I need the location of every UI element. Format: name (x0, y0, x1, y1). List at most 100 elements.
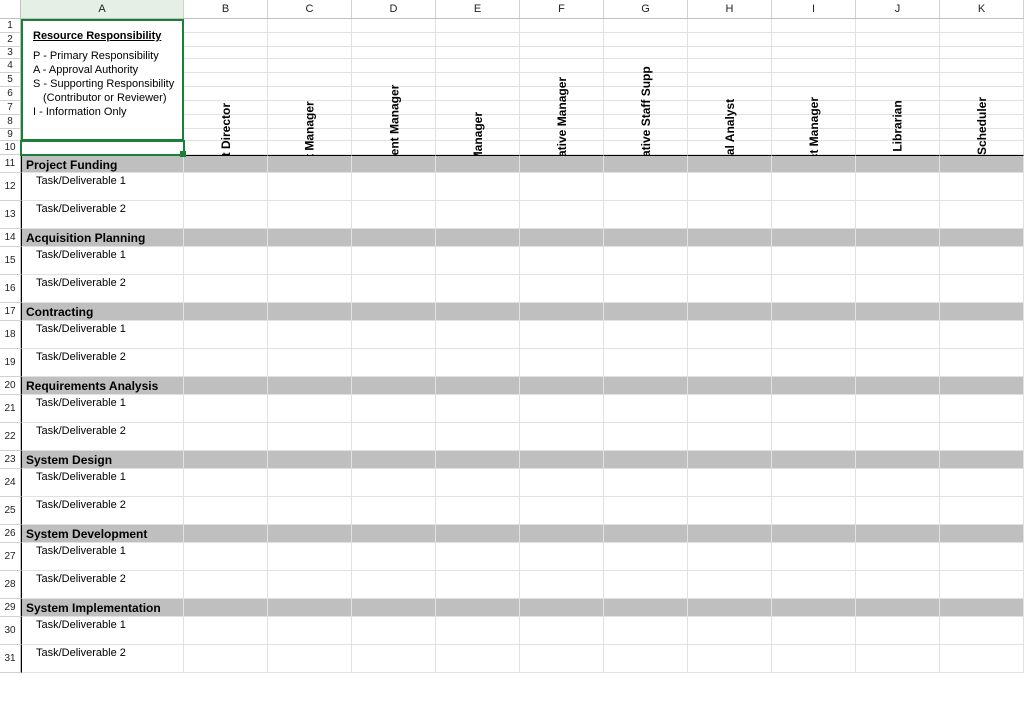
matrix-cell[interactable] (940, 423, 1024, 451)
section-cell[interactable] (520, 229, 604, 247)
task-cell[interactable]: Task/Deliverable 1 (21, 395, 184, 423)
row-header-10[interactable]: 10 (0, 141, 21, 155)
cell[interactable] (21, 59, 184, 73)
section-header[interactable]: System Design (21, 451, 184, 469)
section-header[interactable]: Contracting (21, 303, 184, 321)
column-header-E[interactable]: E (436, 0, 520, 18)
column-header-G[interactable]: G (604, 0, 688, 18)
section-cell[interactable] (268, 229, 352, 247)
matrix-cell[interactable] (268, 247, 352, 275)
role-header[interactable]: Financial Analyst (688, 19, 772, 155)
matrix-cell[interactable] (184, 173, 268, 201)
section-cell[interactable] (352, 377, 436, 395)
section-cell[interactable] (940, 377, 1024, 395)
matrix-cell[interactable] (520, 543, 604, 571)
matrix-cell[interactable] (688, 469, 772, 497)
matrix-cell[interactable] (856, 275, 940, 303)
matrix-cell[interactable] (856, 571, 940, 599)
matrix-cell[interactable] (520, 395, 604, 423)
row-header-26[interactable]: 26 (0, 525, 21, 543)
section-cell[interactable] (436, 155, 520, 173)
section-cell[interactable] (520, 599, 604, 617)
matrix-cell[interactable] (772, 395, 856, 423)
section-cell[interactable] (352, 599, 436, 617)
matrix-cell[interactable] (436, 423, 520, 451)
matrix-cell[interactable] (856, 201, 940, 229)
matrix-cell[interactable] (772, 423, 856, 451)
row-header-14[interactable]: 14 (0, 229, 21, 247)
cell[interactable] (21, 141, 184, 155)
matrix-cell[interactable] (604, 617, 688, 645)
matrix-cell[interactable] (940, 247, 1024, 275)
matrix-cell[interactable] (520, 571, 604, 599)
matrix-cell[interactable] (520, 247, 604, 275)
row-header-4[interactable]: 4 (0, 59, 21, 73)
matrix-cell[interactable] (184, 543, 268, 571)
matrix-cell[interactable] (856, 395, 940, 423)
matrix-cell[interactable] (352, 617, 436, 645)
matrix-cell[interactable] (268, 321, 352, 349)
matrix-cell[interactable] (940, 173, 1024, 201)
matrix-cell[interactable] (604, 497, 688, 525)
row-header-21[interactable]: 21 (0, 395, 21, 423)
section-cell[interactable] (604, 525, 688, 543)
matrix-cell[interactable] (688, 571, 772, 599)
matrix-cell[interactable] (436, 349, 520, 377)
section-cell[interactable] (184, 303, 268, 321)
cell[interactable] (21, 101, 184, 115)
matrix-cell[interactable] (184, 617, 268, 645)
matrix-cell[interactable] (352, 469, 436, 497)
section-cell[interactable] (352, 303, 436, 321)
row-header-8[interactable]: 8 (0, 115, 21, 129)
row-header-1[interactable]: 1 (0, 19, 21, 33)
section-cell[interactable] (772, 451, 856, 469)
section-cell[interactable] (688, 303, 772, 321)
row-header-7[interactable]: 7 (0, 101, 21, 115)
matrix-cell[interactable] (352, 543, 436, 571)
role-header[interactable]: Project Scheduler (940, 19, 1024, 155)
matrix-cell[interactable] (772, 173, 856, 201)
section-cell[interactable] (940, 155, 1024, 173)
matrix-cell[interactable] (436, 201, 520, 229)
matrix-cell[interactable] (688, 497, 772, 525)
matrix-cell[interactable] (436, 247, 520, 275)
matrix-cell[interactable] (940, 395, 1024, 423)
matrix-cell[interactable] (352, 395, 436, 423)
matrix-cell[interactable] (184, 201, 268, 229)
section-cell[interactable] (856, 303, 940, 321)
section-cell[interactable] (520, 377, 604, 395)
section-cell[interactable] (772, 303, 856, 321)
matrix-cell[interactable] (940, 201, 1024, 229)
section-cell[interactable] (436, 599, 520, 617)
matrix-cell[interactable] (352, 423, 436, 451)
row-header-27[interactable]: 27 (0, 543, 21, 571)
matrix-cell[interactable] (772, 275, 856, 303)
matrix-cell[interactable] (520, 201, 604, 229)
section-cell[interactable] (436, 377, 520, 395)
matrix-cell[interactable] (604, 469, 688, 497)
section-header[interactable]: Acquisition Planning (21, 229, 184, 247)
matrix-cell[interactable] (688, 201, 772, 229)
task-cell[interactable]: Task/Deliverable 2 (21, 571, 184, 599)
column-header-F[interactable]: F (520, 0, 604, 18)
matrix-cell[interactable] (856, 423, 940, 451)
matrix-cell[interactable] (268, 571, 352, 599)
row-header-6[interactable]: 6 (0, 87, 21, 101)
section-cell[interactable] (604, 377, 688, 395)
task-cell[interactable]: Task/Deliverable 1 (21, 469, 184, 497)
row-header-3[interactable]: 3 (0, 47, 21, 59)
role-header[interactable]: Project Manager (268, 19, 352, 155)
row-header-11[interactable]: 11 (0, 155, 21, 173)
matrix-cell[interactable] (352, 275, 436, 303)
matrix-cell[interactable] (268, 645, 352, 673)
matrix-cell[interactable] (688, 543, 772, 571)
task-cell[interactable]: Task/Deliverable 1 (21, 543, 184, 571)
matrix-cell[interactable] (268, 395, 352, 423)
matrix-cell[interactable] (940, 497, 1024, 525)
matrix-cell[interactable] (268, 423, 352, 451)
matrix-cell[interactable] (268, 543, 352, 571)
column-header-A[interactable]: A (21, 0, 184, 18)
section-cell[interactable] (772, 525, 856, 543)
section-cell[interactable] (688, 599, 772, 617)
role-header[interactable]: Administrative Manager (520, 19, 604, 155)
